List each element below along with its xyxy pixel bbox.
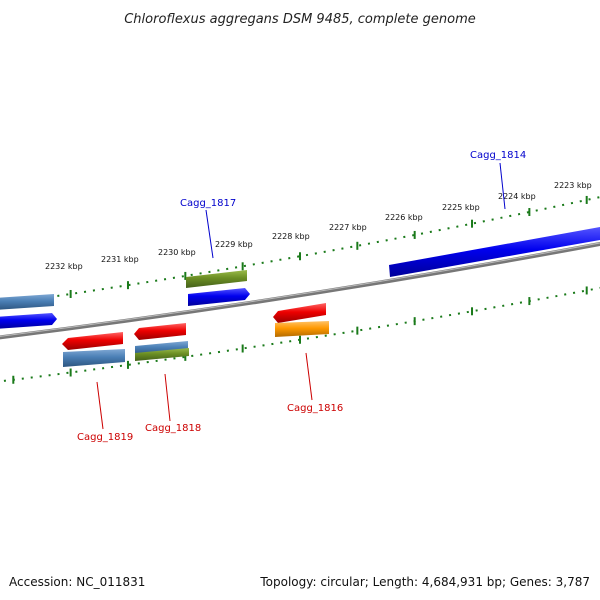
tick-label-2227: 2227 kbp bbox=[329, 223, 367, 232]
gene-feature-blue-forward-small[interactable] bbox=[188, 288, 250, 306]
gene-feature-cagg-1814[interactable] bbox=[389, 227, 600, 277]
gene-label-cagg-1818[interactable]: Cagg_1818 bbox=[145, 423, 201, 434]
tick-label-2232: 2232 kbp bbox=[45, 262, 83, 271]
gene-feature-olive-center[interactable] bbox=[135, 348, 189, 361]
genome-backbone bbox=[0, 241, 600, 340]
outer-major-ticks bbox=[12, 195, 588, 307]
gene-feature-cagg-1819[interactable] bbox=[62, 332, 123, 350]
tick-label-2226: 2226 kbp bbox=[385, 213, 423, 222]
inner-major-ticks bbox=[12, 286, 588, 384]
gene-label-cagg-1816[interactable]: Cagg_1816 bbox=[287, 403, 343, 414]
gene-feature-steelblue-left[interactable] bbox=[0, 294, 54, 310]
leader-cagg-1819 bbox=[96, 381, 104, 430]
tick-label-2224: 2224 kbp bbox=[498, 192, 536, 201]
leader-cagg-1814 bbox=[499, 162, 506, 210]
tick-label-2225: 2225 kbp bbox=[442, 203, 480, 212]
genome-backbone-highlight bbox=[0, 242, 600, 337]
gene-label-cagg-1817[interactable]: Cagg_1817 bbox=[180, 198, 236, 209]
outer-tick-rail bbox=[0, 196, 600, 306]
leader-cagg-1816 bbox=[305, 352, 313, 401]
gene-feature-orange-reverse[interactable] bbox=[275, 321, 329, 337]
gene-feature-cagg-1818[interactable] bbox=[134, 323, 186, 340]
gene-label-cagg-1814[interactable]: Cagg_1814 bbox=[470, 150, 526, 161]
gene-feature-steelblue-reverse[interactable] bbox=[63, 349, 125, 367]
gene-feature-olive-forward[interactable] bbox=[186, 270, 247, 288]
tick-label-2228: 2228 kbp bbox=[272, 232, 310, 241]
gene-label-cagg-1819[interactable]: Cagg_1819 bbox=[77, 432, 133, 443]
tick-label-2231: 2231 kbp bbox=[101, 255, 139, 264]
gene-feature-blue-left[interactable] bbox=[0, 313, 57, 329]
tick-label-2230: 2230 kbp bbox=[158, 248, 196, 257]
gene-feature-cagg-1816[interactable] bbox=[273, 303, 326, 323]
genome-summary-label: Topology: circular; Length: 4,684,931 bp… bbox=[260, 575, 590, 589]
gene-feature-steelblue-center[interactable] bbox=[135, 341, 188, 355]
accession-label: Accession: NC_011831 bbox=[9, 575, 146, 589]
tick-label-2223: 2223 kbp bbox=[554, 181, 592, 190]
map-title: Chloroflexus aggregans DSM 9485, complet… bbox=[124, 12, 476, 27]
leader-cagg-1818 bbox=[164, 373, 171, 422]
tick-labels: 2223 kbp 2224 kbp 2225 kbp 2226 kbp 2227… bbox=[45, 181, 592, 271]
tick-label-2229: 2229 kbp bbox=[215, 240, 253, 249]
leader-cagg-1817 bbox=[205, 209, 214, 259]
